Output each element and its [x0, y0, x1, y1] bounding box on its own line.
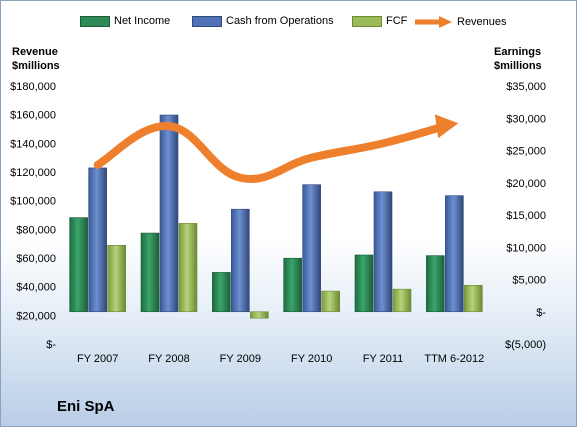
left-axis-title: Revenue $millions: [12, 45, 60, 73]
left-tick-label: $100,000: [10, 196, 56, 208]
left-tick-label: $20,000: [16, 310, 56, 322]
legend-cash-ops: Cash from Operations: [192, 15, 334, 27]
left-tick-label: $120,000: [10, 167, 56, 179]
category-label: FY 2010: [291, 353, 332, 365]
right-tick-label: $35,000: [506, 81, 546, 93]
legend-fcf: FCF: [352, 15, 407, 27]
bar-fcf: [392, 288, 412, 313]
category-label: FY 2011: [363, 353, 404, 365]
right-tick-label: $5,000: [512, 275, 546, 287]
legend-swatch-fcf: [352, 15, 382, 27]
right-tick-label: $(5,000): [505, 339, 546, 351]
left-tick-label: $-: [46, 339, 56, 351]
bar-net-income: [283, 257, 302, 313]
bar-cash-ops: [445, 195, 464, 313]
category-label: FY 2008: [148, 353, 189, 365]
bar-fcf: [321, 290, 340, 313]
legend-label-cash-ops: Cash from Operations: [226, 15, 334, 27]
right-axis-title-line2: $millions: [494, 60, 542, 72]
revenues-arrowhead: [434, 114, 459, 139]
bar-net-income: [69, 217, 88, 313]
bar-cash-ops: [302, 184, 321, 313]
legend-swatch-net-income: [80, 15, 110, 27]
bar-fcf: [178, 223, 198, 313]
legend-label-revenues: Revenues: [457, 16, 507, 28]
bar-fcf: [464, 285, 483, 313]
left-axis-title-line2: $millions: [12, 60, 60, 72]
right-tick-label: $10,000: [506, 242, 546, 254]
bar-fcf: [250, 311, 269, 319]
legend-label-net-income: Net Income: [114, 15, 171, 27]
left-tick-label: $160,000: [10, 110, 56, 122]
bar-cash-ops: [88, 167, 107, 313]
left-axis-title-line1: Revenue: [12, 46, 58, 58]
legend: Net Income Cash from Operations FCF Reve…: [0, 15, 577, 33]
right-axis-title: Earnings $millions: [494, 45, 542, 73]
legend-net-income: Net Income: [80, 15, 170, 27]
bar-cash-ops: [373, 191, 393, 313]
revenues-line: [93, 122, 447, 183]
bar-net-income: [140, 232, 160, 313]
bar-cash-ops: [231, 208, 250, 313]
right-axis-title-line1: Earnings: [494, 46, 542, 58]
category-label: FY 2009: [220, 353, 261, 365]
legend-label-fcf: FCF: [386, 15, 408, 27]
right-tick-label: $30,000: [506, 113, 546, 125]
left-tick-label: $180,000: [10, 81, 56, 93]
left-tick-label: $40,000: [16, 282, 56, 294]
legend-arrow-icon: [415, 16, 452, 28]
bar-net-income: [212, 272, 231, 313]
left-tick-label: $140,000: [10, 138, 56, 150]
bar-cash-ops: [159, 114, 179, 313]
left-tick-label: $60,000: [16, 253, 56, 265]
bar-net-income: [426, 255, 445, 313]
legend-swatch-cash-ops: [192, 15, 222, 27]
right-tick-label: $25,000: [506, 146, 546, 158]
bar-fcf: [107, 245, 126, 313]
right-tick-label: $15,000: [506, 210, 546, 222]
legend-revenues: Revenues: [413, 15, 507, 29]
right-tick-label: $20,000: [506, 178, 546, 190]
left-tick-label: $80,000: [16, 224, 56, 236]
bar-net-income: [354, 254, 374, 313]
category-label: FY 2007: [77, 353, 118, 365]
category-label: TTM 6-2012: [424, 353, 484, 365]
right-tick-label: $-: [536, 307, 546, 319]
company-name: Eni SpA: [57, 398, 115, 415]
